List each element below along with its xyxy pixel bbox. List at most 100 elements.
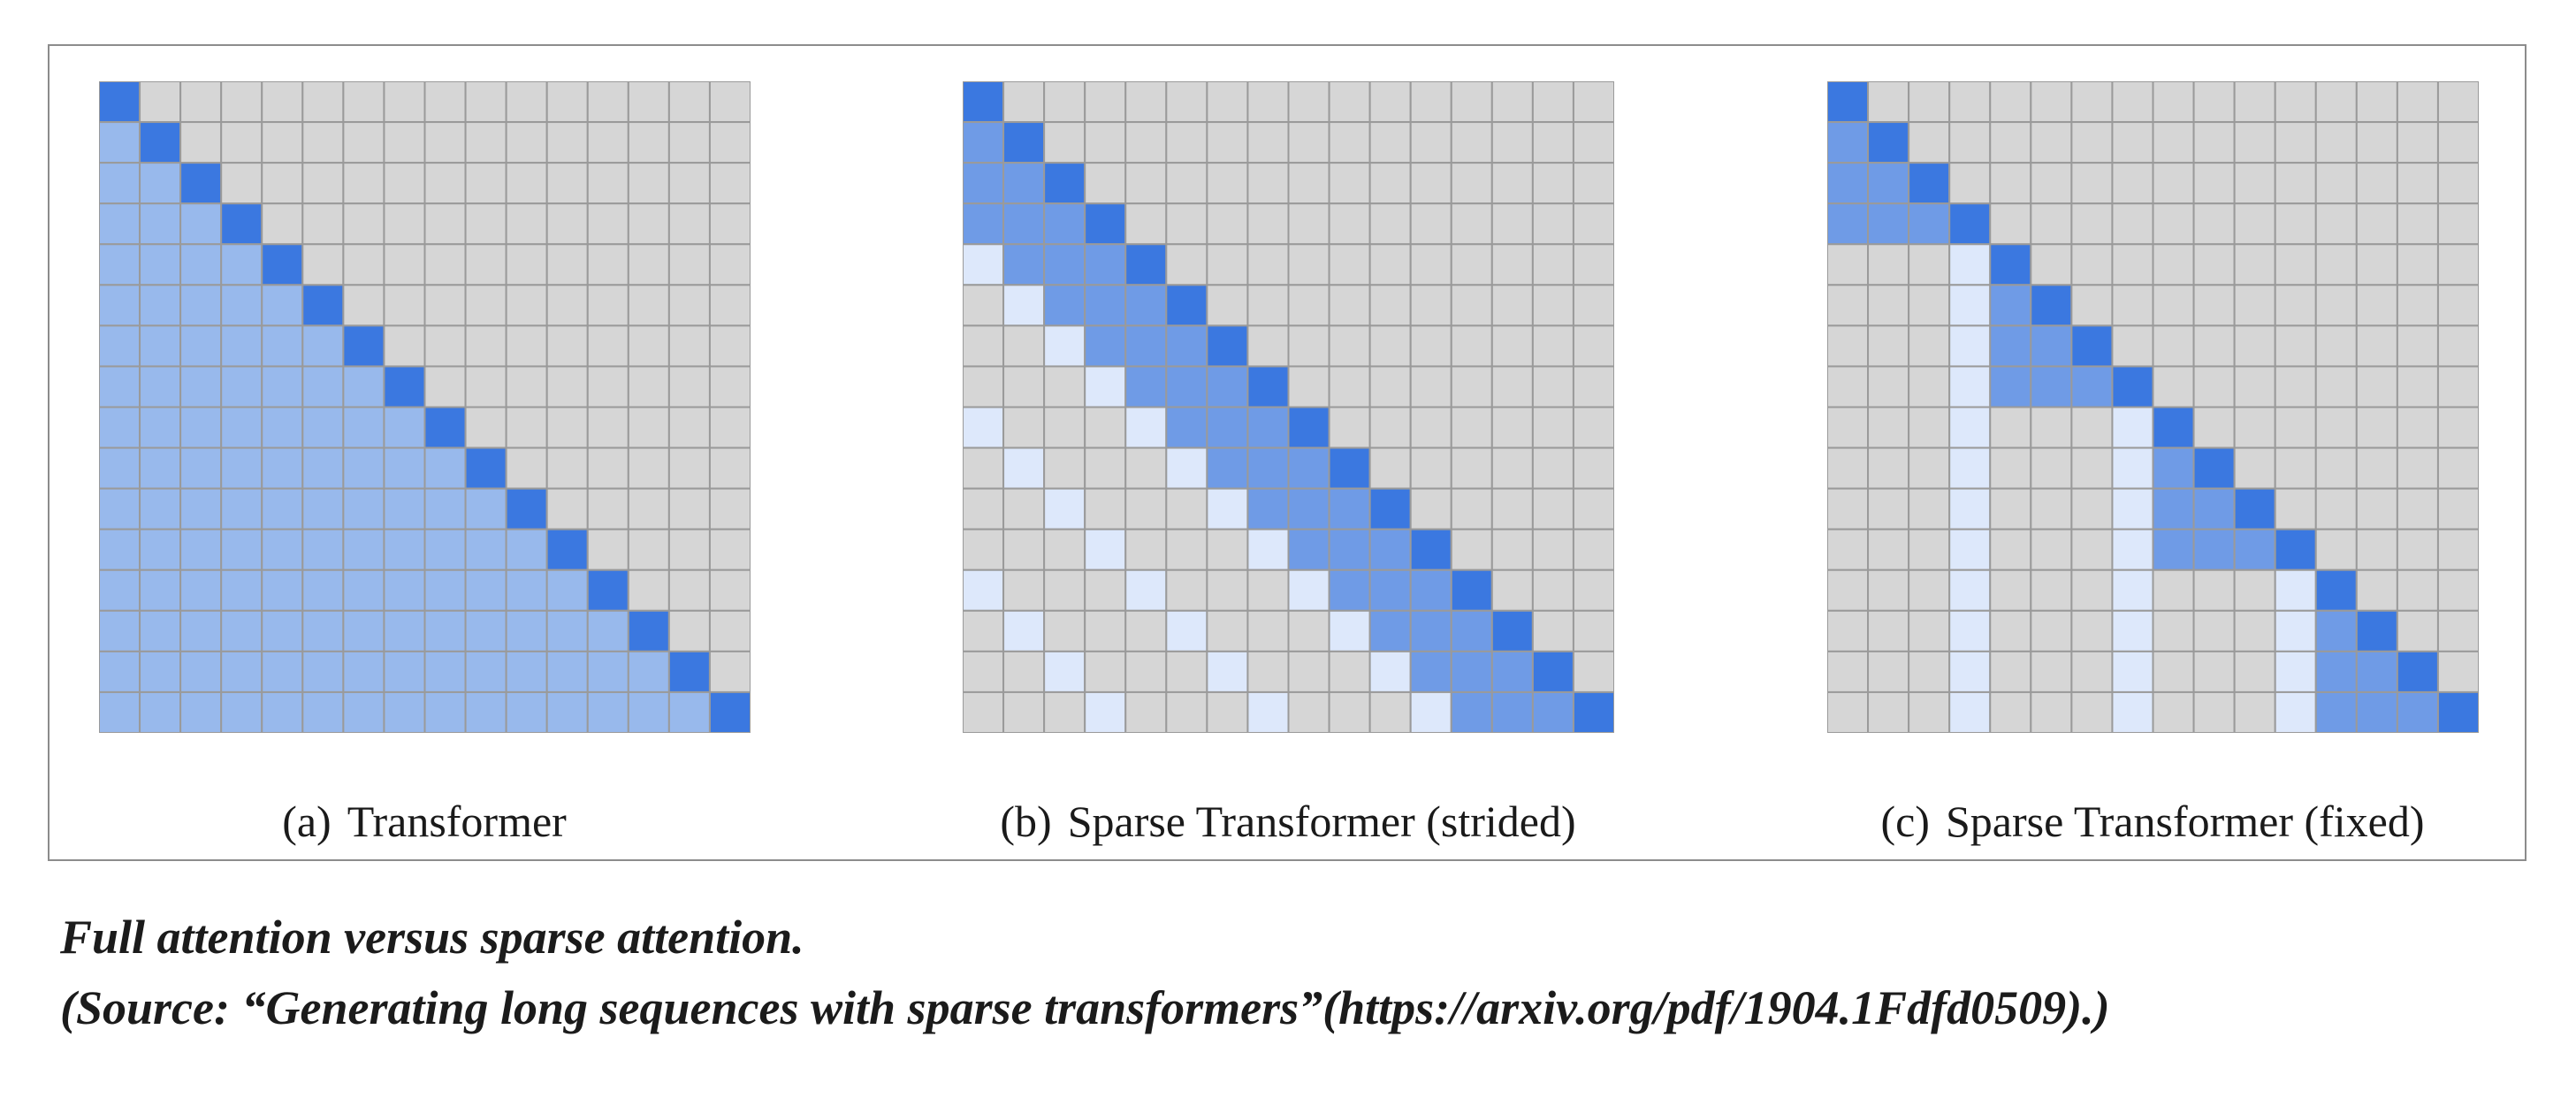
- matrix-cell: [2192, 243, 2236, 286]
- matrix-cell: [2192, 487, 2236, 530]
- matrix-cell: [423, 528, 467, 571]
- matrix-cell: [708, 446, 751, 490]
- matrix-cell: [963, 202, 1005, 246]
- matrix-cell: [667, 243, 711, 286]
- matrix-cell: [708, 487, 751, 530]
- matrix-cell: [342, 487, 385, 530]
- matrix-cell: [963, 446, 1005, 490]
- matrix-cell: [1572, 650, 1614, 693]
- matrix-cell: [1948, 568, 1992, 612]
- matrix-cell: [464, 487, 507, 530]
- matrix-cell: [2070, 284, 2114, 327]
- matrix-cell: [627, 650, 670, 693]
- matrix-cell: [383, 81, 426, 124]
- matrix-cell: [2070, 243, 2114, 286]
- matrix-cell: [139, 202, 182, 246]
- matrix-cell: [2070, 121, 2114, 164]
- matrix-cell: [2274, 446, 2317, 490]
- matrix-cell: [1287, 568, 1330, 612]
- matrix-cell: [220, 446, 263, 490]
- matrix-cell: [627, 406, 670, 449]
- matrix-cell: [627, 243, 670, 286]
- matrix-cell: [1450, 568, 1493, 612]
- matrix-cell: [708, 81, 751, 124]
- matrix-cell: [1328, 284, 1371, 327]
- matrix-cell: [1989, 81, 2032, 124]
- matrix-cell: [586, 528, 629, 571]
- matrix-cell: [220, 121, 263, 164]
- matrix-cell: [2355, 690, 2398, 733]
- matrix-cell: [708, 284, 751, 327]
- matrix-cell: [139, 487, 182, 530]
- matrix-cell: [545, 243, 589, 286]
- matrix-cell: [383, 650, 426, 693]
- matrix-cell: [1084, 162, 1127, 205]
- matrix-cell: [545, 650, 589, 693]
- matrix-cell: [545, 446, 589, 490]
- matrix-cell: [2192, 406, 2236, 449]
- matrix-cell: [2396, 690, 2439, 733]
- matrix-cell: [2152, 528, 2195, 571]
- matrix-cell: [423, 365, 467, 408]
- matrix-cell: [261, 202, 304, 246]
- matrix-cell: [1206, 162, 1249, 205]
- matrix-cell: [139, 284, 182, 327]
- matrix-cell: [2436, 528, 2479, 571]
- matrix-cell: [1490, 162, 1534, 205]
- matrix-cell: [1867, 284, 1910, 327]
- matrix-cell: [627, 324, 670, 368]
- matrix-cell: [342, 121, 385, 164]
- matrix-cell: [1246, 650, 1290, 693]
- matrix-cell: [708, 528, 751, 571]
- panel-caption-c: (c) Sparse Transformer (fixed): [1755, 796, 2550, 847]
- matrix-cell: [1827, 690, 1870, 733]
- matrix-cell: [139, 162, 182, 205]
- matrix-cell: [2233, 365, 2276, 408]
- matrix-cell: [2436, 609, 2479, 652]
- matrix-cell: [1572, 365, 1614, 408]
- matrix-cell: [2396, 243, 2439, 286]
- matrix-cell: [2314, 446, 2358, 490]
- matrix-cell: [1246, 365, 1290, 408]
- matrix-cell: [1908, 487, 1951, 530]
- matrix-cell: [342, 690, 385, 733]
- matrix-cell: [963, 324, 1005, 368]
- matrix-cell: [2070, 446, 2114, 490]
- matrix-cell: [1908, 365, 1951, 408]
- matrix-cell: [261, 650, 304, 693]
- attention-matrix-full: [99, 81, 751, 733]
- matrix-cell: [963, 81, 1005, 124]
- matrix-cell: [2111, 243, 2154, 286]
- matrix-cell: [2355, 365, 2398, 408]
- matrix-cell: [1450, 365, 1493, 408]
- matrix-cell: [1368, 690, 1412, 733]
- matrix-cell: [179, 243, 223, 286]
- matrix-cell: [1165, 406, 1208, 449]
- matrix-cell: [1124, 568, 1168, 612]
- panel-transformer: (a) Transformer: [99, 81, 751, 846]
- matrix-cell: [1002, 446, 1046, 490]
- matrix-cell: [1084, 406, 1127, 449]
- matrix-cell: [2192, 324, 2236, 368]
- matrix-cell: [1206, 365, 1249, 408]
- matrix-cell: [667, 446, 711, 490]
- matrix-cell: [342, 202, 385, 246]
- matrix-cell: [2030, 650, 2073, 693]
- matrix-cell: [1246, 324, 1290, 368]
- matrix-cell: [586, 162, 629, 205]
- matrix-cell: [99, 243, 141, 286]
- matrix-cell: [1450, 121, 1493, 164]
- matrix-cell: [1124, 324, 1168, 368]
- matrix-cell: [464, 202, 507, 246]
- matrix-cell: [505, 406, 548, 449]
- matrix-cell: [464, 609, 507, 652]
- matrix-cell: [1287, 487, 1330, 530]
- matrix-cell: [505, 324, 548, 368]
- matrix-cell: [2396, 284, 2439, 327]
- matrix-cell: [139, 609, 182, 652]
- matrix-cell: [301, 446, 345, 490]
- matrix-cell: [1124, 487, 1168, 530]
- matrix-cell: [1165, 650, 1208, 693]
- panel-sparse-strided: (b) Sparse Transformer (strided): [963, 81, 1614, 846]
- matrix-cell: [1867, 609, 1910, 652]
